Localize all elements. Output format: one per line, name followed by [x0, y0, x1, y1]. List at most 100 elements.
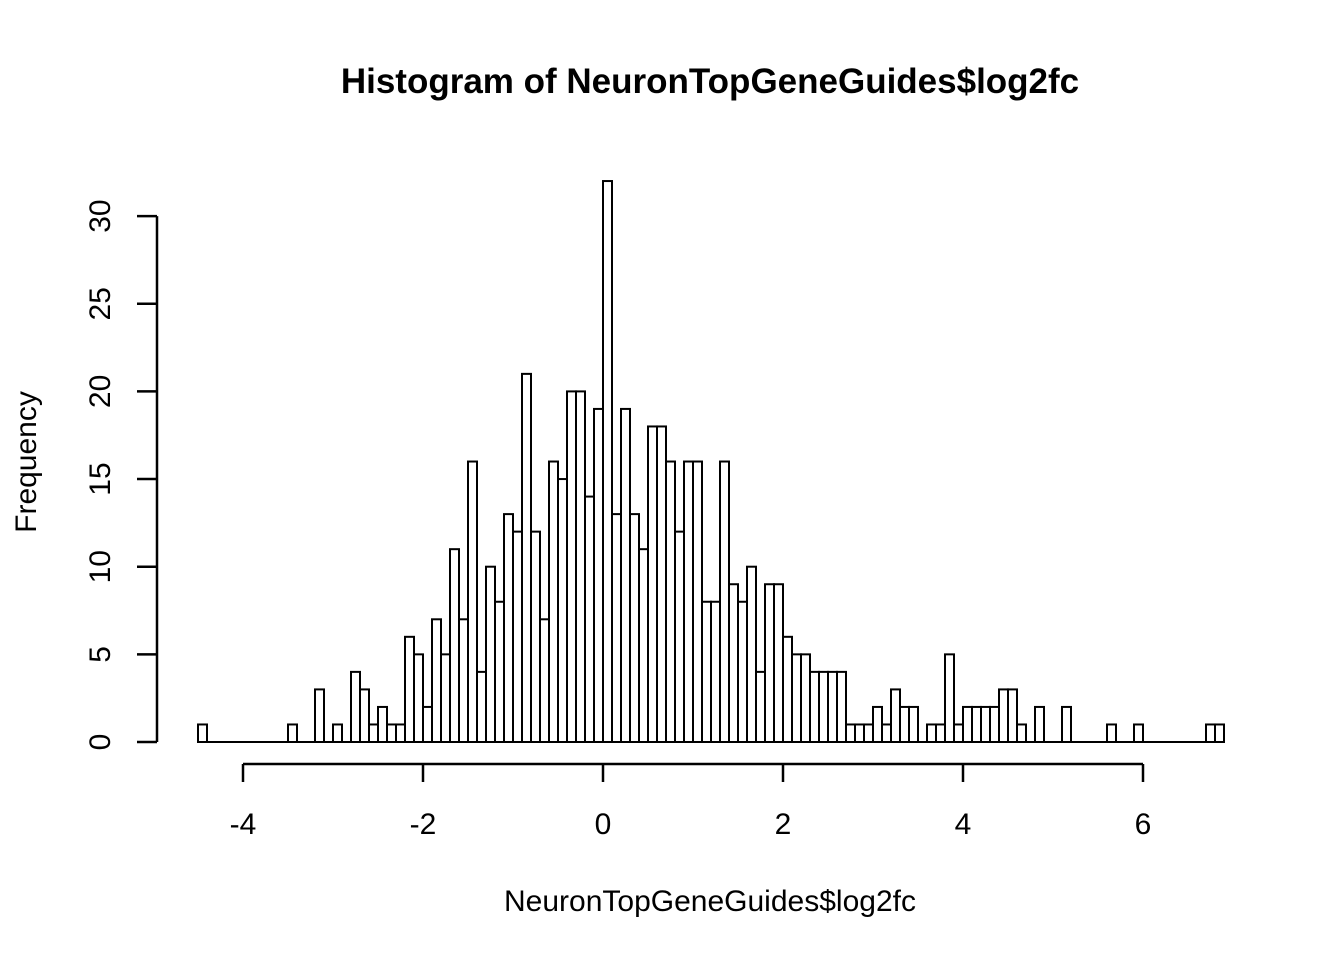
chart-title: Histogram of NeuronTopGeneGuides$log2fc [341, 62, 1079, 101]
histogram-bar [485, 565, 496, 744]
x-axis-label: NeuronTopGeneGuides$log2fc [504, 885, 916, 918]
histogram-bar [629, 513, 640, 743]
histogram-bars [197, 180, 1225, 744]
histogram-bar [809, 670, 820, 744]
y-axis-label: Frequency [10, 391, 43, 533]
histogram-bar [998, 688, 1009, 743]
x-tick-label: -2 [410, 808, 437, 841]
x-tick-label: 2 [775, 808, 792, 841]
histogram-bar [827, 670, 838, 744]
histogram-bar [674, 530, 685, 744]
y-axis: 0 5 10 15 20 25 30 [84, 199, 159, 751]
histogram-bar [521, 372, 532, 743]
x-tick-label: 4 [955, 808, 972, 841]
histogram-bar [350, 670, 361, 744]
histogram-bar [422, 705, 433, 744]
x-tick-label: 6 [1135, 808, 1152, 841]
histogram-bar [845, 723, 856, 743]
histogram-bar [719, 460, 730, 743]
histogram-bar [548, 460, 559, 743]
histogram-bar [773, 583, 784, 743]
histogram-bar [908, 705, 919, 744]
histogram-bar [197, 723, 208, 743]
histogram-bar [395, 723, 406, 743]
histogram-bar [1106, 723, 1117, 743]
histogram-bar [800, 653, 811, 743]
histogram-bar [854, 723, 865, 743]
histogram-bar [539, 618, 550, 743]
histogram-bar [962, 705, 973, 744]
histogram-bar [557, 478, 568, 743]
histogram-bar [503, 513, 514, 743]
y-tick-label: 25 [84, 287, 117, 320]
y-tick-label: 10 [84, 550, 117, 583]
histogram-bar [332, 723, 343, 743]
x-axis: -4 -2 0 2 4 6 [230, 762, 1152, 841]
histogram-bar [1214, 723, 1225, 743]
histogram-bar [647, 425, 658, 743]
histogram-bar [791, 653, 802, 743]
histogram-bar [386, 723, 397, 743]
histogram-bar [737, 600, 748, 744]
histogram-bar [314, 688, 325, 743]
histogram-bar [413, 653, 424, 743]
histogram-bar [944, 653, 955, 743]
histogram-bar [287, 723, 298, 743]
histogram-bar [701, 600, 712, 744]
x-tick-label: 0 [595, 808, 612, 841]
y-tick-label: 30 [84, 199, 117, 232]
histogram-bar [980, 705, 991, 744]
y-tick-label: 15 [84, 462, 117, 495]
y-tick-label: 5 [84, 646, 117, 663]
histogram-bar [458, 618, 469, 743]
histogram-bar [683, 460, 694, 743]
histogram-bar [836, 670, 847, 744]
histogram-bar [656, 425, 667, 743]
histogram-bar [755, 670, 766, 744]
histogram-bar [494, 600, 505, 744]
histogram-bar [512, 530, 523, 744]
histogram-bar [1061, 705, 1072, 744]
histogram-bar [449, 548, 460, 743]
histogram-bar [1034, 705, 1045, 744]
histogram-bar [440, 653, 451, 743]
histogram-bar [818, 670, 829, 744]
y-tick-label: 20 [84, 375, 117, 408]
histogram-bar [638, 548, 649, 743]
histogram-bar [926, 723, 937, 743]
histogram-bar [710, 600, 721, 744]
histogram-bar [404, 635, 415, 744]
histogram-bar [530, 530, 541, 744]
histogram-bar [593, 407, 604, 743]
histogram-bar [989, 705, 1000, 744]
histogram-bar [1205, 723, 1216, 743]
histogram-bar [881, 723, 892, 743]
histogram-bar [602, 180, 613, 744]
histogram-bar [746, 565, 757, 744]
histogram-bar [359, 688, 370, 743]
histogram-bar [665, 460, 676, 743]
histogram-bar [890, 688, 901, 743]
histogram-bar [620, 407, 631, 743]
histogram-bar [1007, 688, 1018, 743]
histogram-bar [431, 618, 442, 743]
histogram-bar [692, 460, 703, 743]
histogram-bar [935, 723, 946, 743]
histogram-bar [575, 390, 586, 743]
histogram-bar [368, 723, 379, 743]
y-tick-label: 0 [84, 734, 117, 751]
histogram-bar [728, 583, 739, 743]
histogram-bar [1016, 723, 1027, 743]
histogram-bar [782, 635, 793, 744]
histogram-bar [1133, 723, 1144, 743]
histogram-bar [584, 495, 595, 743]
histogram-bar [611, 513, 622, 743]
histogram-bar [566, 390, 577, 743]
histogram-bar [863, 723, 874, 743]
x-tick-label: -4 [230, 808, 257, 841]
histogram-bar [467, 460, 478, 743]
histogram-bar [476, 670, 487, 744]
histogram-bar [764, 583, 775, 743]
histogram-bar [899, 705, 910, 744]
